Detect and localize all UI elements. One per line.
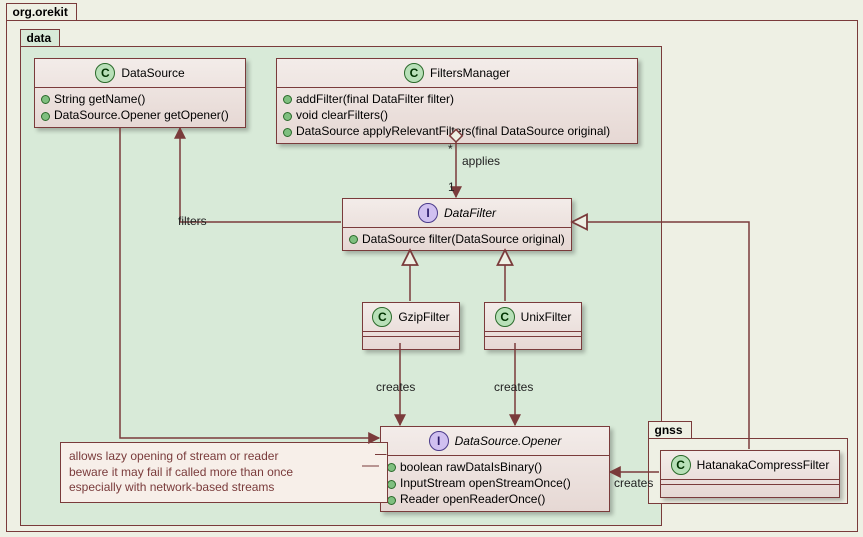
member-text: String getName() [54,92,145,106]
edge-label-filters: filters [178,214,207,228]
class-name: DataSource [121,66,184,80]
visibility-icon [283,128,292,137]
class-body [661,485,839,497]
class-hatanakacompressfilter: C HatanakaCompressFilter [660,450,840,498]
package-label: org.orekit [13,5,68,19]
class-body [485,337,581,349]
stereotype-icon: I [418,203,438,223]
edge-label-creates1: creates [376,380,415,394]
note-line: especially with network-based streams [69,480,369,496]
class-member: InputStream openStreamOnce() [387,475,603,491]
edge-label-applies-1: 1 [448,180,455,194]
class-member: Reader openReaderOnce() [387,491,603,507]
stereotype-icon: C [404,63,424,83]
class-gzipfilter: C GzipFilter [362,302,460,350]
class-datasource: C DataSource String getName() DataSource.Op… [34,58,246,128]
interface-datasource-opener: I DataSource.Opener boolean rawDataIsBinar… [380,426,610,512]
member-text: void clearFilters() [296,108,388,122]
package-tab-org-orekit: org.orekit [6,3,77,20]
class-header: I DataSource.Opener [381,427,609,456]
stereotype-icon: C [372,307,392,327]
member-text: InputStream openStreamOnce() [400,476,571,490]
class-unixfilter: C UnixFilter [484,302,582,350]
class-body: String getName() DataSource.Opener getOpe… [35,88,245,126]
edge-label-creates2: creates [494,380,533,394]
class-body: DataSource filter(DataSource original) [343,228,571,250]
stereotype-icon: C [671,455,691,475]
visibility-icon [349,235,358,244]
class-member: addFilter(final DataFilter filter) [283,91,631,107]
package-tab-gnss: gnss [648,421,692,438]
interface-datafilter: I DataFilter DataSource filter(DataSource … [342,198,572,251]
diagram-canvas: org.orekit data gnss C DataSource String g… [0,0,863,537]
class-header: C UnixFilter [485,303,581,332]
package-label: data [27,31,52,45]
class-body: boolean rawDataIsBinary() InputStream ope… [381,456,609,511]
visibility-icon [387,480,396,489]
class-name: UnixFilter [521,310,572,324]
class-member: DataSource.Opener getOpener() [41,107,239,123]
visibility-icon [283,95,292,104]
stereotype-icon: C [95,63,115,83]
edge-label-applies-n: * [448,142,453,156]
note-lazy-opening: allows lazy opening of stream or readerb… [60,442,388,503]
class-name: DataSource.Opener [455,434,562,448]
class-body: addFilter(final DataFilter filter) void c… [277,88,637,143]
class-header: I DataFilter [343,199,571,228]
visibility-icon [387,496,396,505]
member-text: boolean rawDataIsBinary() [400,460,542,474]
member-text: addFilter(final DataFilter filter) [296,92,454,106]
class-name: FiltersManager [430,66,510,80]
note-line: allows lazy opening of stream or reader [69,449,369,465]
class-header: C FiltersManager [277,59,637,88]
class-member: boolean rawDataIsBinary() [387,459,603,475]
class-member: String getName() [41,91,239,107]
class-member: DataSource filter(DataSource original) [349,231,565,247]
class-header: C GzipFilter [363,303,459,332]
package-tab-data: data [20,29,61,46]
member-text: DataSource applyRelevantFilters(final Da… [296,124,610,138]
visibility-icon [41,112,50,121]
package-label: gnss [655,423,683,437]
visibility-icon [41,95,50,104]
class-member: DataSource applyRelevantFilters(final Da… [283,123,631,139]
class-name: DataFilter [444,206,496,220]
class-member: void clearFilters() [283,107,631,123]
edge-label-creates3: creates [614,476,653,490]
edge-label-applies: applies [462,154,500,168]
class-header: C HatanakaCompressFilter [661,451,839,480]
stereotype-icon: I [429,431,449,451]
class-body [363,337,459,349]
class-header: C DataSource [35,59,245,88]
note-line: beware it may fail if called more than o… [69,465,369,481]
class-filtersmanager: C FiltersManager addFilter(final DataFilte… [276,58,638,144]
visibility-icon [283,112,292,121]
member-text: DataSource filter(DataSource original) [362,232,565,246]
class-name: GzipFilter [398,310,449,324]
member-text: DataSource.Opener getOpener() [54,108,229,122]
class-name: HatanakaCompressFilter [697,458,830,472]
visibility-icon [387,463,396,472]
stereotype-icon: C [495,307,515,327]
member-text: Reader openReaderOnce() [400,492,545,506]
